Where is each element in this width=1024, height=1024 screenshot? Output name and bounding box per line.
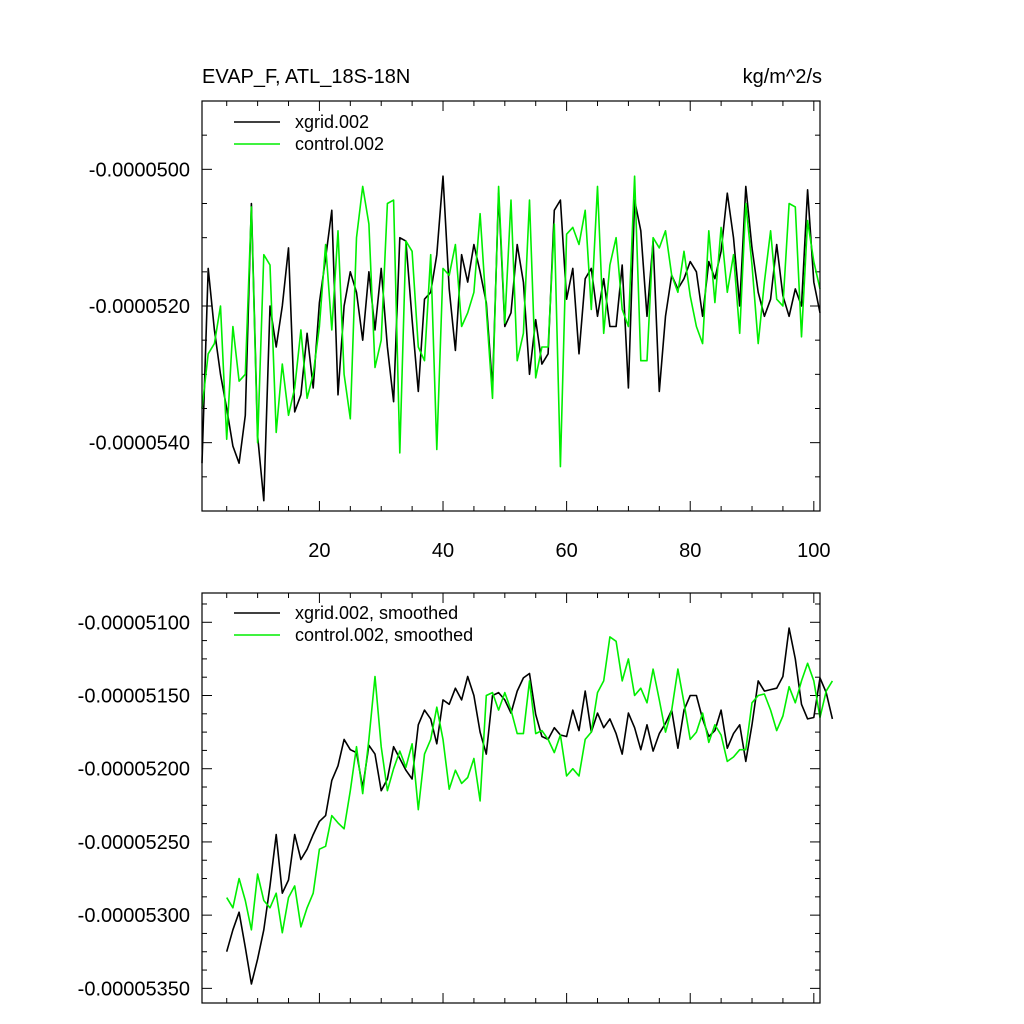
- top-y-tick-labels: -0.0000540 -0.0000520 -0.0000500: [89, 159, 190, 454]
- top-legend-label-xgrid: xgrid.002: [295, 112, 369, 132]
- series-line-control-002-smoothed: [226, 636, 834, 934]
- bottom-legend: xgrid.002, smoothed control.002, smoothe…: [234, 603, 473, 645]
- bottom-y-tick-label: -0.00005250: [78, 832, 190, 854]
- top-x-tick-label: 20: [308, 540, 330, 562]
- top-chart-title: EVAP_F, ATL_18S-18N: [202, 66, 410, 88]
- series-line-control-002: [201, 175, 821, 468]
- top-x-tick-labels: 20 40 60 80 100: [308, 540, 830, 562]
- top-x-tick-label: 80: [679, 540, 701, 562]
- top-panel: EVAP_F, ATL_18S-18N kg/m^2/s -0.0000540 …: [89, 66, 831, 562]
- bottom-legend-label-xgrid: xgrid.002, smoothed: [295, 603, 458, 623]
- bottom-y-tick-label: -0.00005350: [78, 978, 190, 1000]
- bottom-y-tick-label: -0.00005150: [78, 686, 190, 708]
- bottom-series-lines: [225, 627, 834, 985]
- top-x-tick-label: 60: [555, 540, 577, 562]
- top-x-tick-label: 40: [432, 540, 454, 562]
- bottom-y-tick-label: -0.00005200: [78, 759, 190, 781]
- top-legend-label-control: control.002: [295, 134, 384, 154]
- top-legend: xgrid.002 control.002: [234, 112, 384, 154]
- bottom-y-tick-label: -0.00005100: [78, 612, 190, 634]
- bottom-plot-frame: [201, 592, 821, 1004]
- top-y-tick-label: -0.0000500: [89, 159, 190, 181]
- top-x-tick-label: 100: [797, 540, 830, 562]
- series-line-xgrid-002: [201, 175, 821, 502]
- series-line-xgrid-002-smoothed: [225, 627, 834, 985]
- bottom-y-tick-label: -0.00005300: [78, 905, 190, 927]
- top-chart-units: kg/m^2/s: [743, 66, 822, 88]
- bottom-panel: -0.00005350 -0.00005300 -0.00005250 -0.0…: [78, 592, 834, 1004]
- top-y-tick-label: -0.0000520: [89, 296, 190, 318]
- top-plot-frame: [201, 100, 821, 512]
- bottom-y-tick-labels: -0.00005350 -0.00005300 -0.00005250 -0.0…: [78, 612, 190, 1000]
- top-y-tick-label: -0.0000540: [89, 433, 190, 455]
- top-series-lines: [201, 175, 821, 502]
- bottom-axis-ticks: [202, 593, 820, 1003]
- bottom-legend-label-control: control.002, smoothed: [295, 625, 473, 645]
